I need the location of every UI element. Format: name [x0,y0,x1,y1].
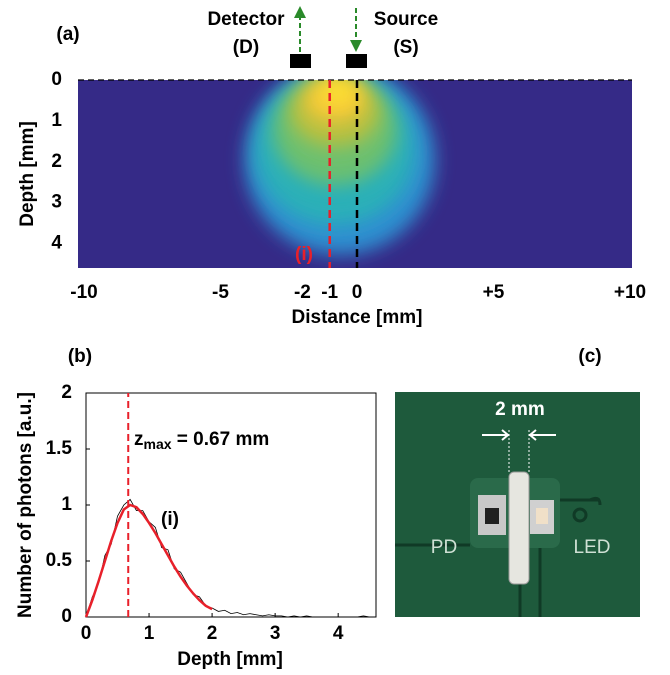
x-tick-label: 3 [270,623,281,644]
y-axis-label: Number of photons [a.u.] [15,392,36,618]
arrow-head [294,6,306,18]
x-tick-label: -2 [294,282,311,303]
x-tick-label: -1 [321,282,338,303]
annotation: Source [374,9,438,30]
y-tick-label: 1 [61,494,72,515]
barrier [508,471,530,585]
pd-die [485,508,499,524]
panel-label: (c) [578,346,601,367]
y-tick-label: 1 [51,110,62,131]
led-die [536,508,548,524]
annotation: Detector [207,9,285,30]
y-tick-label: 0 [51,69,62,90]
x-tick-label: 0 [352,282,363,303]
led-label: LED [574,537,611,558]
x-tick-label: +5 [483,282,505,303]
x-tick-label: -10 [70,282,97,303]
y-tick-label: 2 [51,151,62,172]
annotation: (S) [393,37,418,58]
x-tick-label: 2 [207,623,218,644]
data-line [84,503,213,618]
annotation: (i) [161,509,179,530]
x-axis-label: Distance [mm] [292,307,423,328]
detector-block [290,54,311,68]
photon-distribution [245,80,435,255]
annotation: (D) [233,37,259,58]
y-tick-label: 0 [61,606,72,627]
y-axis-label: Depth [mm] [17,121,38,227]
y-tick-label: 2 [61,382,72,403]
annotation: zmax = 0.67 mm [134,429,269,452]
x-tick-label: -5 [212,282,229,303]
annotation: (i) [295,244,313,265]
pd-label: PD [431,537,457,558]
zmax-sub: max [144,436,172,452]
via [572,507,588,523]
panel-label: (a) [56,24,79,45]
panel-label: (b) [68,346,92,367]
y-tick-label: 0.5 [46,550,73,571]
zmax-rest: = 0.67 mm [172,429,270,450]
x-tick-label: 1 [144,623,155,644]
y-tick-label: 3 [51,192,62,213]
scale-label: 2 mm [495,399,545,420]
x-tick-label: 0 [81,623,92,644]
dim-arrows [482,429,556,441]
x-tick-label: 4 [333,623,344,644]
x-tick-label: +10 [614,282,646,303]
y-tick-label: 1.5 [46,438,73,459]
arrow-head [350,40,362,52]
source-block [346,54,367,68]
y-tick-label: 4 [51,232,62,253]
zmax-base: z [134,429,144,450]
x-axis-label: Depth [mm] [177,649,283,670]
